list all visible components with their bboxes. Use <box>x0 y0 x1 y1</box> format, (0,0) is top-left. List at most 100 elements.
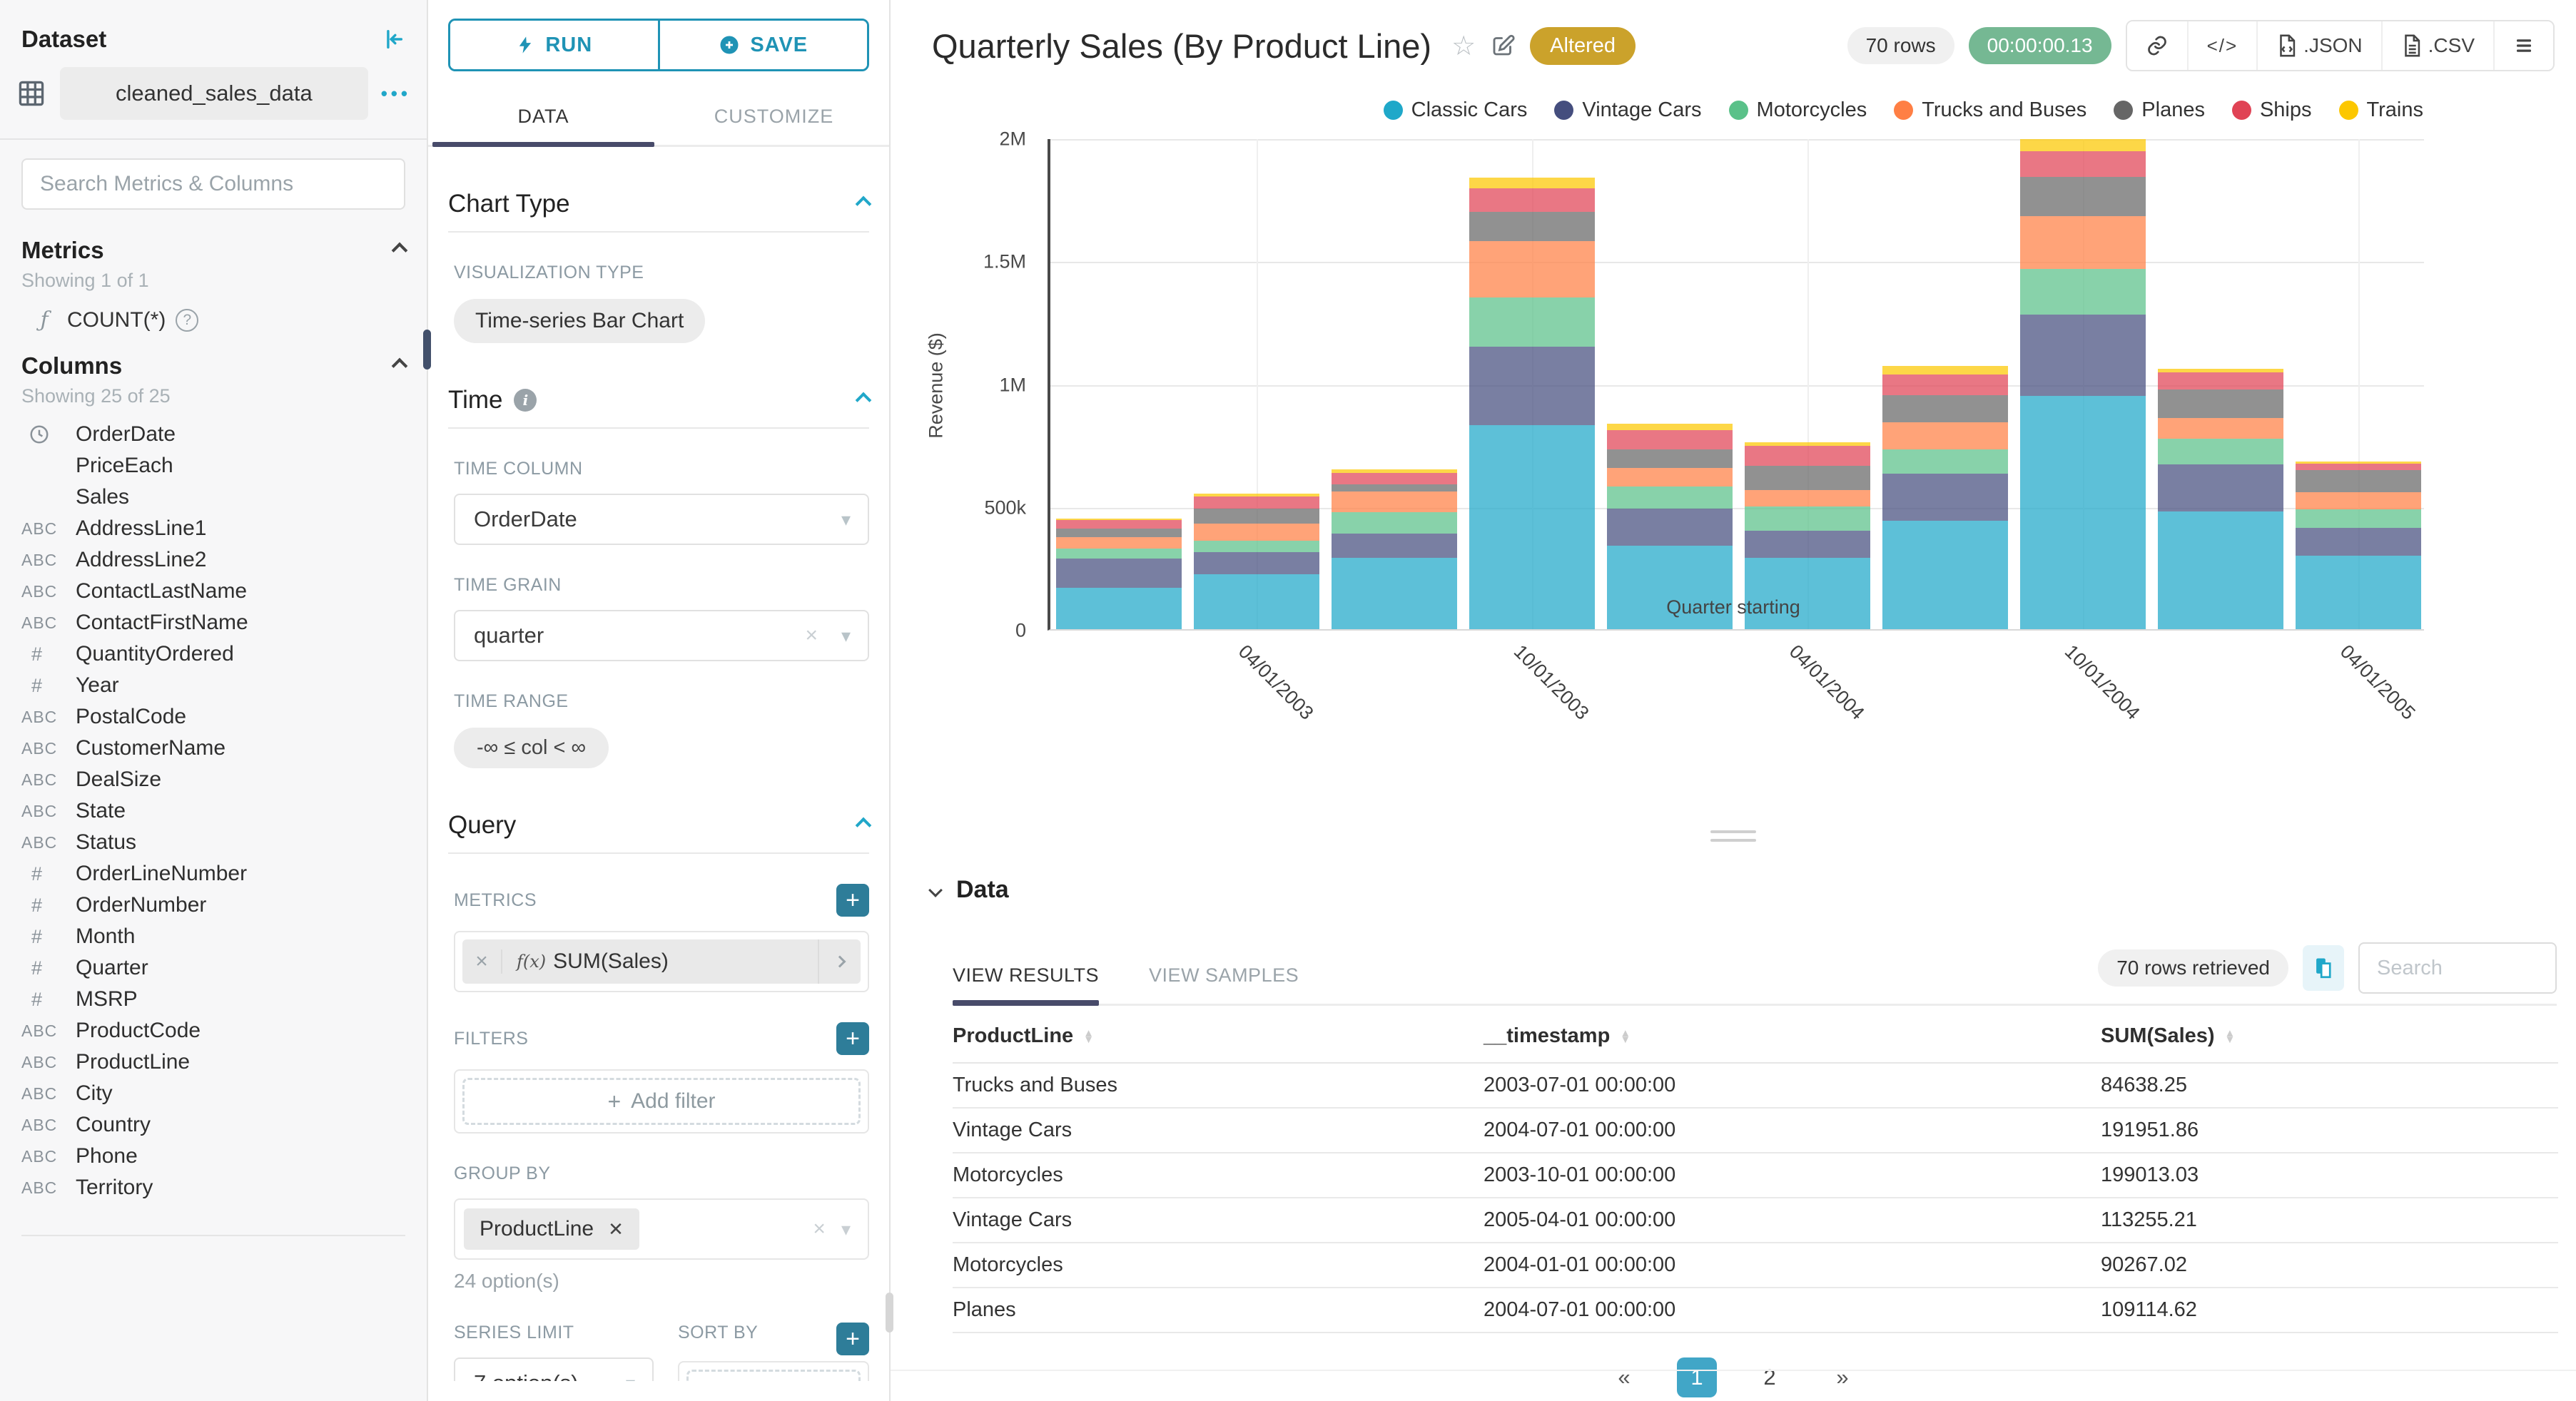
bar-segment[interactable] <box>2157 372 2283 390</box>
bar-segment[interactable] <box>1744 446 1870 466</box>
column-item-OrderLineNumber[interactable]: # OrderLineNumber <box>0 858 427 890</box>
bar-segment[interactable] <box>1469 211 1596 242</box>
tab-view-samples[interactable]: VIEW SAMPLES <box>1149 964 1299 986</box>
column-item-PostalCode[interactable]: ABC PostalCode <box>0 701 427 733</box>
bar-segment[interactable] <box>2295 555 2421 629</box>
bar-segment[interactable] <box>1469 425 1596 629</box>
bar-segment[interactable] <box>1469 297 1596 347</box>
column-item-Phone[interactable]: ABC Phone <box>0 1141 427 1172</box>
bar-segment[interactable] <box>1056 588 1182 629</box>
bar-segment[interactable] <box>2295 464 2421 470</box>
column-item-MSRP[interactable]: # MSRP <box>0 984 427 1015</box>
bar-segment[interactable] <box>1194 493 1320 497</box>
bar-segment[interactable] <box>1332 533 1458 559</box>
bar-segment[interactable] <box>1469 241 1596 298</box>
column-item-Country[interactable]: ABC Country <box>0 1109 427 1141</box>
column-item-Status[interactable]: ABC Status <box>0 827 427 858</box>
bar-segment[interactable] <box>1744 531 1870 559</box>
bar-segment[interactable] <box>1607 545 1733 629</box>
bar-segment[interactable] <box>1194 496 1320 509</box>
bar-segment[interactable] <box>1744 465 1870 491</box>
column-item-OrderNumber[interactable]: # OrderNumber <box>0 890 427 921</box>
bar-segment[interactable] <box>1056 528 1182 537</box>
column-item-AddressLine2[interactable]: ABC AddressLine2 <box>0 544 427 576</box>
time-grain-select[interactable]: quarter <box>454 610 869 661</box>
pagination-prev[interactable]: « <box>1618 1365 1631 1390</box>
copy-link-button[interactable] <box>2126 21 2187 70</box>
bar-2004-07-01[interactable] <box>1882 366 2008 629</box>
bar-segment[interactable] <box>1882 375 2008 396</box>
metric-item[interactable]: ƒ COUNT(*) <box>0 292 427 332</box>
bar-segment[interactable] <box>2157 417 2283 439</box>
bar-segment[interactable] <box>2295 509 2421 528</box>
chart-menu-button[interactable] <box>2493 21 2553 70</box>
column-item-OrderDate[interactable]: OrderDate <box>0 419 427 450</box>
bar-segment[interactable] <box>1194 509 1320 524</box>
visualization-type-pill[interactable]: Time-series Bar Chart <box>454 299 706 343</box>
time-column-select[interactable]: OrderDate <box>454 494 869 545</box>
bar-segment[interactable] <box>1332 469 1458 474</box>
bar-segment[interactable] <box>1332 484 1458 492</box>
collapse-columns-icon[interactable] <box>391 357 408 375</box>
bar-segment[interactable] <box>2295 491 2421 509</box>
bar-segment[interactable] <box>2019 138 2146 151</box>
bar-segment[interactable] <box>2157 368 2283 373</box>
add-sort-metric-button[interactable]: + <box>836 1323 869 1355</box>
column-item-AddressLine1[interactable]: ABC AddressLine1 <box>0 513 427 544</box>
bar-segment[interactable] <box>1607 424 1733 430</box>
export-csv-button[interactable]: .CSV <box>2380 21 2493 70</box>
pagination-page-2[interactable]: 2 <box>1763 1365 1776 1390</box>
bar-segment[interactable] <box>1332 512 1458 534</box>
legend-item-vintage-cars[interactable]: Vintage Cars <box>1554 98 1702 122</box>
add-sort-metric-dropzone[interactable]: Add metric <box>686 1370 861 1381</box>
bar-segment[interactable] <box>2157 464 2283 511</box>
time-range-pill[interactable]: -∞ ≤ col < ∞ <box>454 728 609 768</box>
bar-segment[interactable] <box>2157 389 2283 418</box>
save-button[interactable]: SAVE <box>657 21 867 69</box>
legend-item-trains[interactable]: Trains <box>2338 98 2423 122</box>
collapse-sidebar-icon[interactable] <box>381 27 405 51</box>
column-item-ProductCode[interactable]: ABC ProductCode <box>0 1015 427 1046</box>
bar-2003-10-01[interactable] <box>1469 177 1596 629</box>
column-item-Month[interactable]: # Month <box>0 921 427 952</box>
bar-segment[interactable] <box>1469 188 1596 212</box>
collapse-section-icon[interactable] <box>855 195 872 213</box>
bar-2003-01-01[interactable] <box>1056 519 1182 629</box>
bar-segment[interactable] <box>1332 491 1458 513</box>
bar-segment[interactable] <box>2157 511 2283 629</box>
bar-segment[interactable] <box>1194 541 1320 552</box>
column-item-CustomerName[interactable]: ABC CustomerName <box>0 733 427 764</box>
search-metrics-columns-input[interactable] <box>21 158 405 210</box>
tab-customize[interactable]: CUSTOMIZE <box>714 106 834 127</box>
panel-resize-handle[interactable] <box>1710 830 1756 842</box>
tab-data[interactable]: DATA <box>428 93 659 147</box>
column-item-QuantityOrdered[interactable]: # QuantityOrdered <box>0 638 427 670</box>
bar-segment[interactable] <box>1607 449 1733 469</box>
column-item-ProductLine[interactable]: ABC ProductLine <box>0 1046 427 1078</box>
bar-2004-10-01[interactable] <box>2019 138 2146 629</box>
column-header-productline[interactable]: ProductLine <box>953 1006 1484 1064</box>
bar-segment[interactable] <box>2019 177 2146 217</box>
bar-segment[interactable] <box>2019 315 2146 396</box>
bar-segment[interactable] <box>1882 395 2008 422</box>
copy-data-button[interactable] <box>2303 945 2344 991</box>
bar-segment[interactable] <box>1607 486 1733 509</box>
bar-segment[interactable] <box>2019 151 2146 178</box>
bar-segment[interactable] <box>2019 395 2146 629</box>
column-item-Territory[interactable]: ABC Territory <box>0 1172 427 1203</box>
bar-2005-04-01[interactable] <box>2295 461 2421 629</box>
pagination-page-1[interactable]: 1 <box>1677 1357 1717 1397</box>
column-item-ContactLastName[interactable]: ABC ContactLastName <box>0 576 427 607</box>
legend-item-motorcycles[interactable]: Motorcycles <box>1728 98 1867 122</box>
results-search-input[interactable] <box>2358 942 2557 994</box>
series-limit-select[interactable]: 7 option(s) <box>454 1357 654 1381</box>
bar-segment[interactable] <box>1744 558 1870 629</box>
bar-segment[interactable] <box>1056 519 1182 521</box>
bar-segment[interactable] <box>1607 509 1733 546</box>
altered-badge[interactable]: Altered <box>1530 26 1636 65</box>
legend-item-planes[interactable]: Planes <box>2114 98 2205 122</box>
bar-segment[interactable] <box>1882 449 2008 474</box>
bar-segment[interactable] <box>2019 269 2146 315</box>
bar-2004-01-01[interactable] <box>1607 424 1733 629</box>
group-by-chip[interactable]: ProductLine <box>464 1208 639 1250</box>
